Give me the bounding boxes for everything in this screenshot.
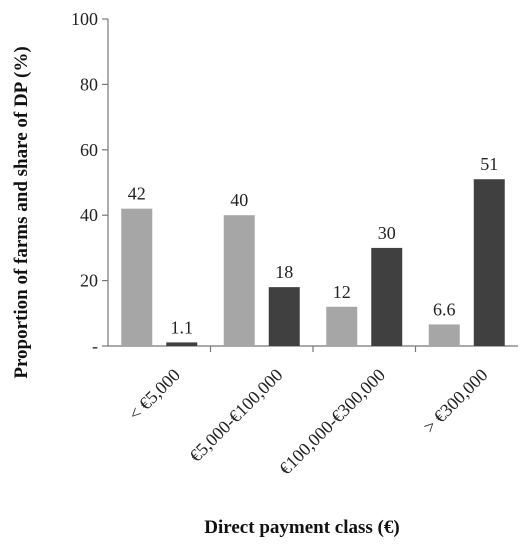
y-axis: - 20 40 60 80 100 [71,9,109,356]
y-tick-label: 20 [80,271,98,291]
y-axis-title: Proportion of farms and share of DP (%) [11,46,32,378]
x-category-label: < €5,000 [125,365,185,425]
bar-data-label: 51 [480,154,498,174]
bar [121,208,153,346]
bar-data-label: 12 [333,282,351,302]
bar-data-label: 30 [378,223,396,243]
y-tick-label: 60 [80,140,98,160]
bar-data-label: 42 [128,184,146,204]
x-axis-title: Direct payment class (€) [204,517,399,538]
y-tick-label: 100 [71,9,98,29]
x-axis [108,345,518,352]
bar-data-label: 18 [275,262,293,282]
x-category-label: > €300,000 [419,365,491,437]
y-tick-label: 40 [80,205,98,225]
bar-data-label: 40 [230,190,248,210]
bar [473,179,505,346]
bar-data-label: 6.6 [433,299,456,319]
bar-labels: 42 1.1 40 18 12 30 6.6 51 [128,154,499,337]
bar-data-label: 1.1 [171,317,194,337]
bar [223,215,255,346]
bar [268,287,300,346]
y-tick-label: 80 [80,74,98,94]
x-category-label: €5,000-€100,000 [185,365,286,466]
category-labels: < €5,000 €5,000-€100,000€100,000-€300,000… [125,365,492,479]
bar [326,306,358,346]
bar [166,342,198,346]
bar [428,324,460,346]
bar [371,247,403,346]
bars [121,179,505,346]
x-category-label: €100,000-€300,000 [275,365,389,479]
y-tick-label: - [92,336,98,356]
